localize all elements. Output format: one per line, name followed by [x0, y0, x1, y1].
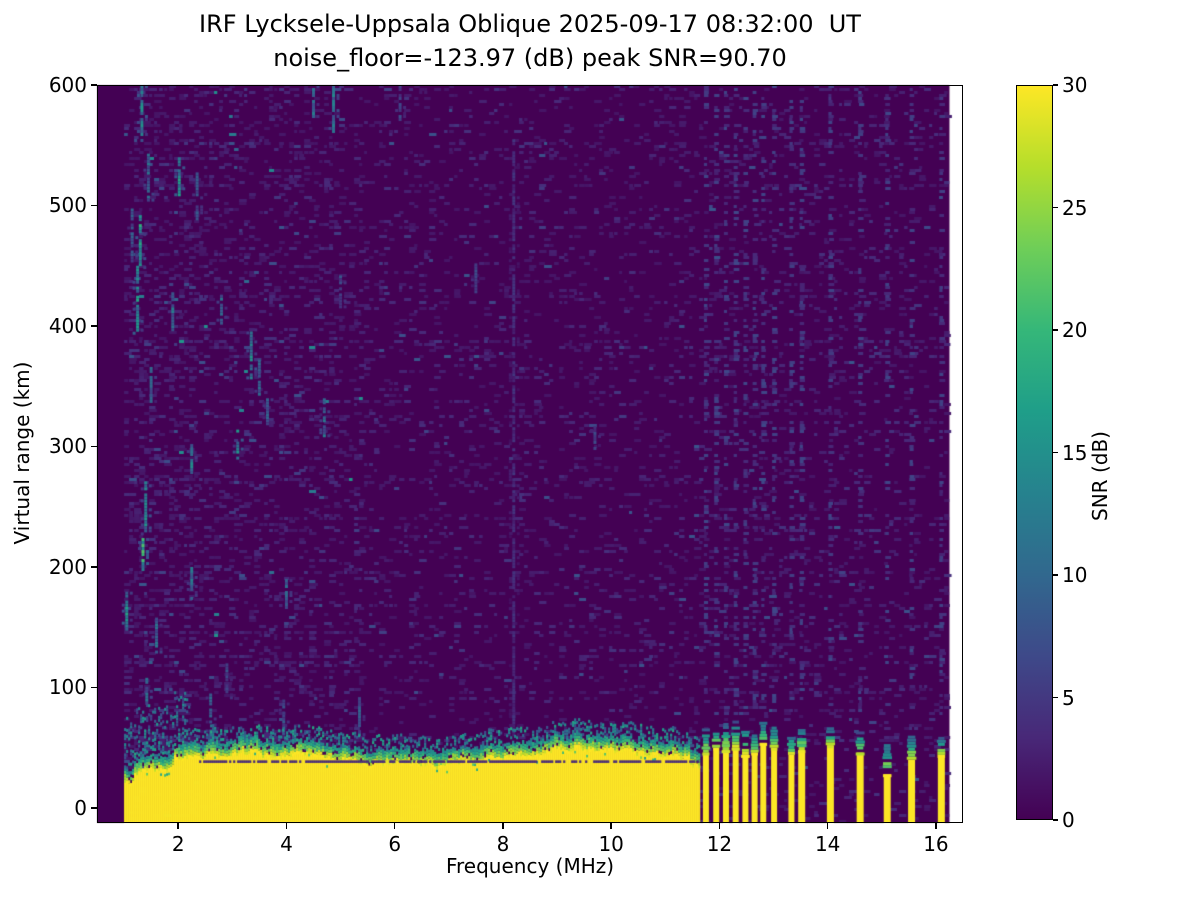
y-tick-label: 500: [48, 193, 87, 218]
y-tick-label: 0: [74, 795, 87, 820]
x-tick-mark: [826, 823, 829, 829]
y-tick-mark: [91, 566, 97, 568]
x-tick-mark: [718, 823, 721, 829]
colorbar-tick-mark: [1053, 574, 1058, 576]
chart-title: IRF Lycksele-Uppsala Oblique 2025-09-17 …: [199, 10, 861, 38]
x-tick-label: 14: [814, 832, 841, 856]
y-tick-mark: [91, 84, 97, 86]
x-tick-label: 16: [923, 832, 949, 856]
x-tick-label: 10: [598, 832, 624, 856]
colorbar-tick-label: 0: [1062, 808, 1075, 832]
colorbar-label: SNR (dB): [1088, 431, 1112, 521]
y-tick-label: 200: [48, 554, 87, 579]
x-tick-mark: [935, 823, 937, 829]
y-tick-label: 100: [48, 675, 87, 700]
x-tick-mark: [177, 823, 179, 829]
x-tick-label: 8: [496, 832, 510, 856]
x-axis-label: Frequency (MHz): [445, 854, 615, 878]
x-tick-mark: [502, 823, 504, 829]
colorbar-tick-mark: [1053, 696, 1058, 699]
colorbar-tick-label: 25: [1062, 195, 1088, 220]
chart-subtitle: noise_floor=-123.97 (dB) peak SNR=90.70: [273, 44, 787, 72]
x-tick-mark: [285, 823, 288, 829]
y-tick-mark: [91, 204, 97, 207]
x-tick-label: 12: [706, 832, 733, 856]
colorbar-tick-mark: [1053, 329, 1058, 331]
y-tick-mark: [91, 445, 97, 448]
y-tick-label: 300: [48, 434, 87, 459]
x-tick-mark: [610, 823, 612, 829]
colorbar-tick-label: 5: [1062, 685, 1075, 710]
colorbar-tick-label: 15: [1062, 440, 1088, 465]
colorbar-tick-label: 10: [1062, 563, 1088, 587]
colorbar-tick-mark: [1053, 819, 1058, 821]
y-tick-label: 400: [48, 313, 87, 338]
y-tick-mark: [91, 325, 97, 327]
x-tick-label: 6: [388, 832, 402, 856]
y-tick-label: 600: [48, 73, 87, 97]
x-tick-mark: [393, 823, 396, 829]
colorbar-tick-mark: [1053, 84, 1058, 86]
colorbar-tick-mark: [1053, 451, 1058, 454]
x-tick-label: 2: [171, 832, 185, 856]
colorbar: [1016, 85, 1053, 820]
y-tick-mark: [91, 686, 97, 689]
colorbar-tick-mark: [1053, 206, 1058, 209]
colorbar-tick-label: 20: [1062, 318, 1088, 342]
y-tick-mark: [91, 807, 97, 809]
colorbar-tick-label: 30: [1062, 73, 1088, 97]
x-tick-label: 4: [280, 832, 293, 856]
